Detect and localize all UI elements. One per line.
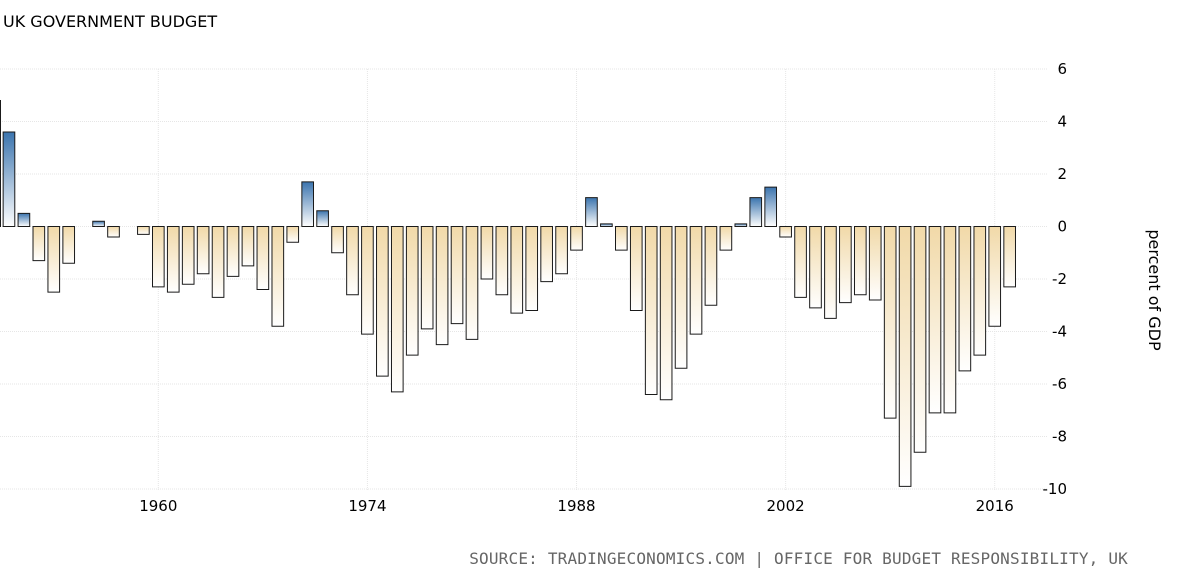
- bar-1996: [689, 226, 703, 335]
- y-tick-label: -6: [1052, 375, 1067, 393]
- bar-1986: [540, 226, 553, 283]
- source-note: SOURCE: TRADINGECONOMICS.COM | OFFICE FO…: [469, 549, 1128, 568]
- bar-1978: [420, 226, 434, 330]
- bar-1981: [465, 226, 479, 340]
- bar-2002: [779, 226, 792, 238]
- bar-1982: [480, 226, 494, 280]
- bar-1999: [734, 223, 748, 227]
- bar-1960: [151, 226, 165, 288]
- bar-1992: [629, 226, 643, 311]
- bar-1964: [211, 226, 225, 298]
- x-tick-label: 1974: [348, 497, 386, 515]
- x-tick-label: 2016: [976, 497, 1014, 515]
- bar-2017: [1003, 226, 1016, 288]
- bar-2000: [749, 197, 763, 227]
- bar-2010: [898, 226, 912, 487]
- bar-2008: [868, 226, 882, 301]
- bar-1953: [47, 226, 61, 293]
- bar-2011: [913, 226, 927, 453]
- bar-1956: [92, 220, 105, 227]
- bar-1952: [32, 226, 46, 262]
- bar-1997: [704, 226, 718, 306]
- bar-1987: [555, 226, 568, 275]
- x-tick-label: 1960: [139, 497, 177, 515]
- bar-1985: [525, 226, 539, 311]
- bar-2006: [839, 226, 852, 304]
- y-tick-label: -4: [1052, 323, 1067, 341]
- bar-2003: [794, 226, 807, 298]
- bar-1966: [241, 226, 255, 267]
- bar-2016: [988, 226, 1002, 327]
- bar-1972: [331, 226, 344, 254]
- bar-1950: [2, 131, 16, 227]
- bar-2012: [928, 226, 942, 414]
- bar-2015: [973, 226, 987, 356]
- bar-1989: [585, 197, 598, 227]
- bar-series: [0, 100, 1016, 487]
- bar-1954: [62, 226, 76, 264]
- bar-1995: [674, 226, 688, 369]
- bar-2005: [824, 226, 837, 319]
- bar-1990: [600, 223, 613, 227]
- bar-2004: [809, 226, 822, 309]
- bar-1994: [659, 226, 673, 401]
- bar-2014: [958, 226, 972, 372]
- bar-1988: [570, 226, 583, 251]
- bar-1969: [286, 226, 300, 243]
- y-tick-label: 2: [1057, 165, 1067, 183]
- bar-2009: [883, 226, 897, 419]
- bar-1998: [719, 226, 733, 251]
- bar-1993: [644, 226, 658, 395]
- bar-1967: [256, 226, 270, 290]
- bar-1971: [316, 210, 329, 227]
- bar-1965: [226, 226, 240, 277]
- x-tick-label: 2002: [767, 497, 805, 515]
- bar-1951: [17, 212, 31, 227]
- bar-1962: [181, 226, 195, 285]
- y-tick-label: -2: [1052, 270, 1067, 288]
- bar-2007: [853, 226, 867, 296]
- y-tick-label: 6: [1057, 60, 1067, 78]
- bar-2001: [764, 186, 778, 227]
- bar-1984: [510, 226, 524, 314]
- bar-1976: [390, 226, 404, 393]
- x-tick-label: 1988: [557, 497, 595, 515]
- y-axis-label: percent of GDP: [1145, 229, 1164, 351]
- bar-1973: [346, 226, 359, 296]
- y-tick-label: -10: [1043, 480, 1068, 498]
- bar-1979: [435, 226, 449, 346]
- bar-1975: [376, 226, 389, 377]
- x-tick-labels: 1960 1974 1988 2002 2016: [139, 497, 1014, 515]
- bar-1977: [405, 226, 419, 356]
- y-tick-label: 4: [1057, 113, 1067, 131]
- bar-1968: [271, 226, 285, 327]
- bar-1949: [0, 100, 1, 227]
- bar-1970: [301, 181, 315, 227]
- bar-1983: [495, 226, 509, 296]
- budget-chart: 6 4 2 0 -2 -4 -6 -8 -10 1960 1974 1988 2002 2016 per…: [0, 60, 1164, 515]
- y-tick-labels: 6 4 2 0 -2 -4 -6 -8 -10: [1043, 60, 1068, 498]
- bar-1991: [615, 226, 628, 251]
- y-tick-label: 0: [1057, 218, 1067, 236]
- bar-1957: [107, 226, 120, 238]
- bar-1974: [361, 226, 374, 335]
- bar-1980: [450, 226, 464, 325]
- bar-1959: [137, 226, 150, 235]
- bar-1961: [166, 226, 180, 293]
- y-tick-label: -8: [1052, 428, 1067, 446]
- bar-2013: [943, 226, 957, 414]
- bar-1963: [196, 226, 210, 275]
- chart-title: UK GOVERNMENT BUDGET: [3, 12, 218, 31]
